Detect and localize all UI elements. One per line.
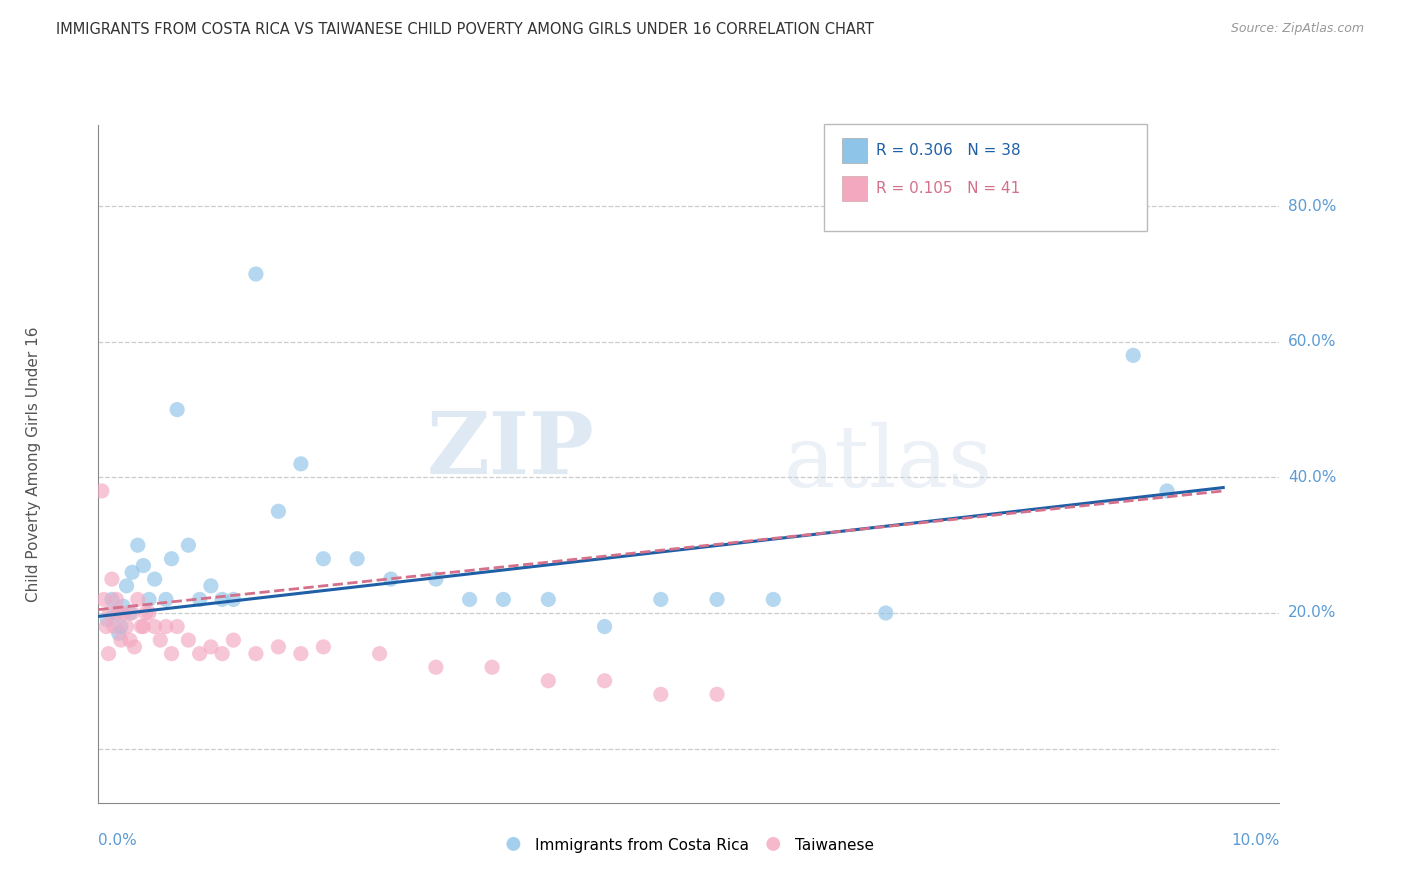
Point [115, 579, 138, 593]
Point [118, 633, 141, 648]
Point [112, 599, 135, 614]
Point [762, 592, 785, 607]
Point [290, 647, 312, 661]
Point [537, 592, 560, 607]
Point [492, 592, 515, 607]
Point [481, 660, 503, 674]
Point [222, 633, 245, 648]
Text: Child Poverty Among Girls Under 16: Child Poverty Among Girls Under 16 [25, 326, 41, 601]
Point [107, 626, 129, 640]
Point [188, 647, 211, 661]
Point [267, 640, 290, 654]
Point [118, 606, 141, 620]
Point [112, 606, 135, 620]
Point [425, 572, 447, 586]
Point [177, 633, 200, 648]
Point [312, 551, 335, 566]
Point [425, 660, 447, 674]
Point [650, 687, 672, 701]
Point [107, 606, 129, 620]
Point [96, 613, 118, 627]
Legend: Immigrants from Costa Rica, Taiwanese: Immigrants from Costa Rica, Taiwanese [505, 837, 873, 853]
Point [155, 619, 177, 633]
Point [96, 619, 118, 633]
Point [127, 538, 149, 552]
Point [166, 619, 188, 633]
Point [200, 640, 222, 654]
Point [650, 592, 672, 607]
Point [1156, 483, 1178, 498]
Point [132, 619, 155, 633]
Point [138, 592, 160, 607]
Point [155, 592, 177, 607]
Point [211, 647, 233, 661]
Point [346, 551, 368, 566]
Text: R = 0.105   N = 41: R = 0.105 N = 41 [876, 181, 1019, 196]
Point [222, 592, 245, 607]
Point [368, 647, 391, 661]
Text: R = 0.306   N = 38: R = 0.306 N = 38 [876, 143, 1021, 158]
Point [93, 592, 115, 607]
Point [537, 673, 560, 688]
Point [121, 606, 143, 620]
Point [110, 619, 132, 633]
Point [160, 551, 183, 566]
Point [132, 558, 155, 573]
Text: Source: ZipAtlas.com: Source: ZipAtlas.com [1230, 22, 1364, 36]
Point [135, 606, 157, 620]
Point [267, 504, 290, 518]
Point [104, 606, 127, 620]
Point [121, 566, 143, 580]
Point [138, 606, 160, 620]
Point [98, 606, 121, 620]
Point [245, 267, 267, 281]
Point [115, 619, 138, 633]
Point [593, 619, 616, 633]
Point [124, 640, 146, 654]
Point [90, 483, 112, 498]
Text: 10.0%: 10.0% [1232, 833, 1279, 848]
Point [101, 592, 124, 607]
Text: 40.0%: 40.0% [1288, 470, 1336, 485]
Text: IMMIGRANTS FROM COSTA RICA VS TAIWANESE CHILD POVERTY AMONG GIRLS UNDER 16 CORRE: IMMIGRANTS FROM COSTA RICA VS TAIWANESE … [56, 22, 875, 37]
Point [110, 633, 132, 648]
Point [380, 572, 402, 586]
Point [706, 592, 728, 607]
Point [875, 606, 897, 620]
Point [706, 687, 728, 701]
Point [593, 673, 616, 688]
Point [149, 633, 172, 648]
Point [166, 402, 188, 417]
Point [127, 592, 149, 607]
Point [129, 619, 152, 633]
Point [103, 619, 125, 633]
Text: atlas: atlas [783, 422, 993, 506]
Point [245, 647, 267, 661]
Text: ZIP: ZIP [426, 409, 595, 492]
Point [97, 647, 120, 661]
Point [143, 619, 166, 633]
Point [312, 640, 335, 654]
Point [105, 592, 128, 607]
Point [200, 579, 222, 593]
Point [143, 572, 166, 586]
Point [101, 572, 124, 586]
Text: 0.0%: 0.0% [98, 833, 138, 848]
Point [458, 592, 481, 607]
Text: 60.0%: 60.0% [1288, 334, 1336, 350]
Text: 20.0%: 20.0% [1288, 606, 1336, 621]
Point [290, 457, 312, 471]
Text: 80.0%: 80.0% [1288, 199, 1336, 214]
Point [211, 592, 233, 607]
Point [160, 647, 183, 661]
Point [188, 592, 211, 607]
Point [1122, 348, 1144, 362]
Point [177, 538, 200, 552]
